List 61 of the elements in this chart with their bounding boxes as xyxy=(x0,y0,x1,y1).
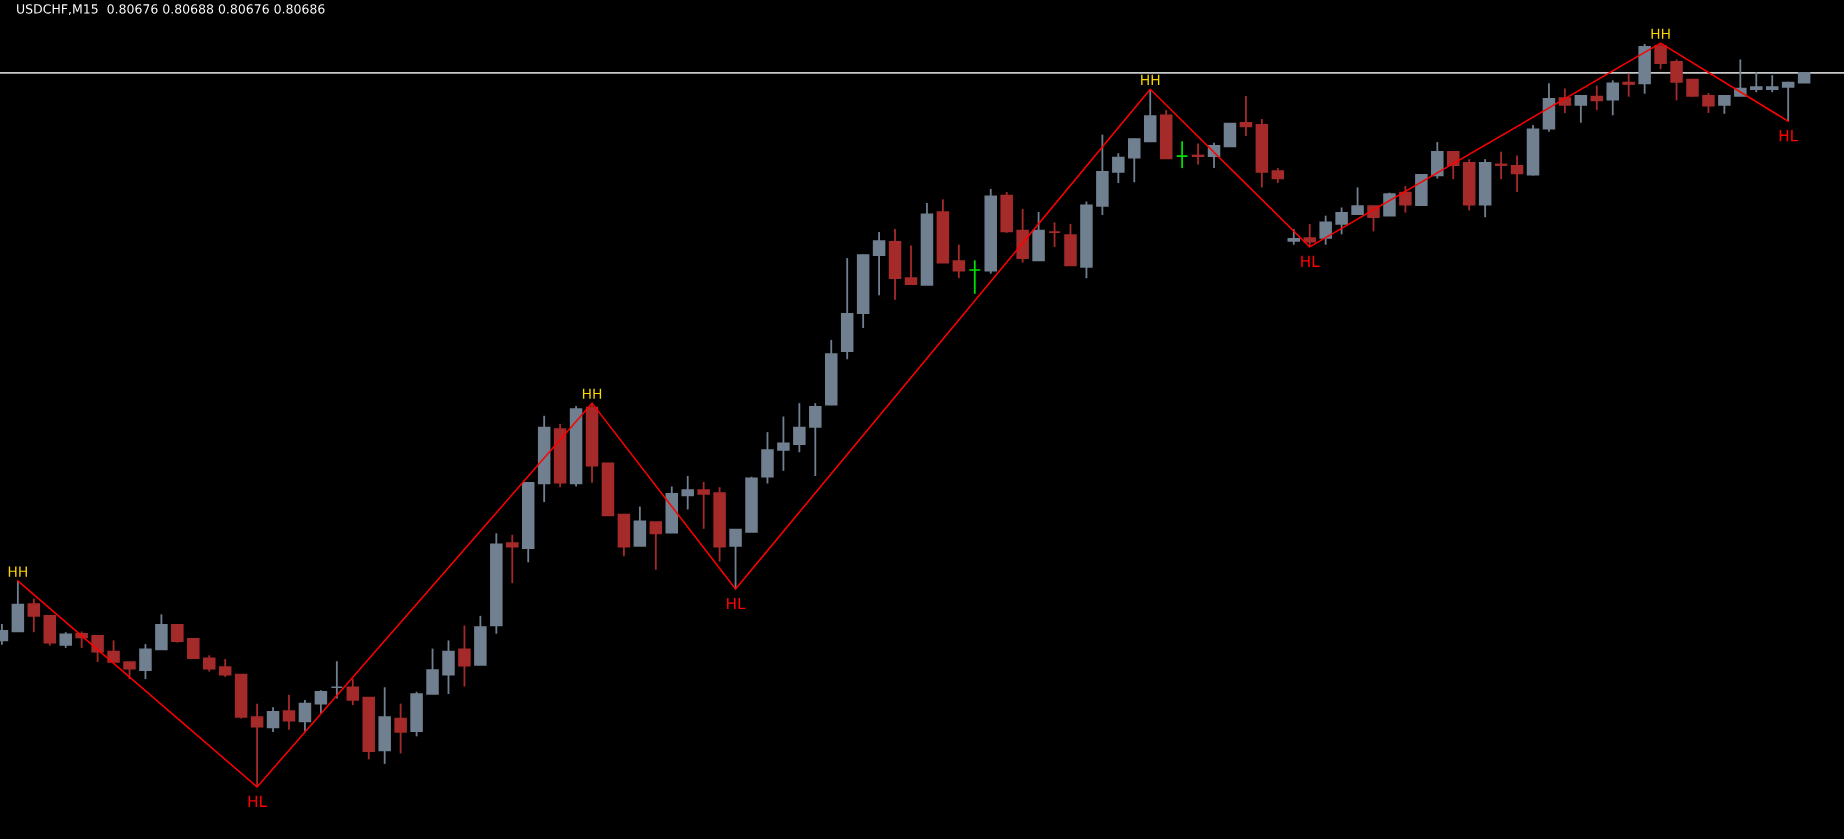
candlestick xyxy=(266,706,280,733)
candlestick xyxy=(809,402,822,477)
candlestick xyxy=(1750,71,1763,94)
candlestick xyxy=(649,521,663,571)
candlestick xyxy=(697,481,710,530)
candlestick xyxy=(1431,141,1444,180)
candlestick xyxy=(1128,137,1141,184)
candlestick xyxy=(330,660,344,700)
candlestick xyxy=(1718,94,1731,115)
candlestick xyxy=(1622,72,1635,98)
candlestick xyxy=(1654,42,1667,71)
candlestick xyxy=(1112,152,1125,184)
candlestick xyxy=(282,693,296,731)
candlestick xyxy=(506,533,519,585)
candlestick xyxy=(1048,221,1061,248)
candlestick xyxy=(1319,214,1332,246)
annotation: HH xyxy=(582,388,602,399)
candlestick xyxy=(1590,84,1604,111)
candlestick xyxy=(1303,222,1316,248)
candlestick xyxy=(314,689,328,715)
candlestick xyxy=(187,638,200,660)
annotation: HL xyxy=(727,597,746,610)
candlestick xyxy=(139,643,152,680)
candlestick xyxy=(346,678,360,707)
candlestick xyxy=(1606,79,1619,117)
candlestick xyxy=(1446,150,1460,181)
candlestick xyxy=(1702,92,1715,114)
candlestick xyxy=(681,475,694,511)
candlestick xyxy=(1239,95,1253,138)
candlestick xyxy=(107,639,120,663)
candlestick xyxy=(91,634,104,663)
candlestick xyxy=(1175,140,1189,170)
annotation: HH xyxy=(1141,74,1160,85)
chart-title: USDCHF,M15 0.80676 0.80688 0.80676 0.80686 xyxy=(17,4,325,15)
candlestick xyxy=(1574,94,1588,124)
candlestick xyxy=(394,702,407,755)
annotation: HL xyxy=(1301,255,1320,267)
text: HL xyxy=(248,795,268,807)
candlestick xyxy=(1223,122,1237,148)
candlestick xyxy=(298,699,312,733)
candlestick xyxy=(904,244,918,286)
candlestick xyxy=(1670,58,1683,102)
candlestick xyxy=(968,259,982,295)
candlestick xyxy=(777,415,790,472)
candlestick xyxy=(250,702,264,788)
candlestick xyxy=(1335,206,1348,236)
candlestick xyxy=(729,528,742,590)
candlestick xyxy=(458,624,471,688)
text: HH xyxy=(1651,28,1670,39)
candlestick xyxy=(1781,80,1795,123)
annotation: HH xyxy=(8,566,27,577)
candlestick xyxy=(1351,186,1364,216)
candlestick xyxy=(793,402,806,454)
candlestick xyxy=(1399,185,1412,214)
annotation: HL xyxy=(1779,130,1799,142)
candlestick xyxy=(1510,154,1524,193)
candlestick xyxy=(27,597,41,634)
candlestick xyxy=(872,231,886,297)
candlestick xyxy=(426,647,439,695)
candlestick xyxy=(952,243,966,280)
candlestick xyxy=(442,639,455,695)
